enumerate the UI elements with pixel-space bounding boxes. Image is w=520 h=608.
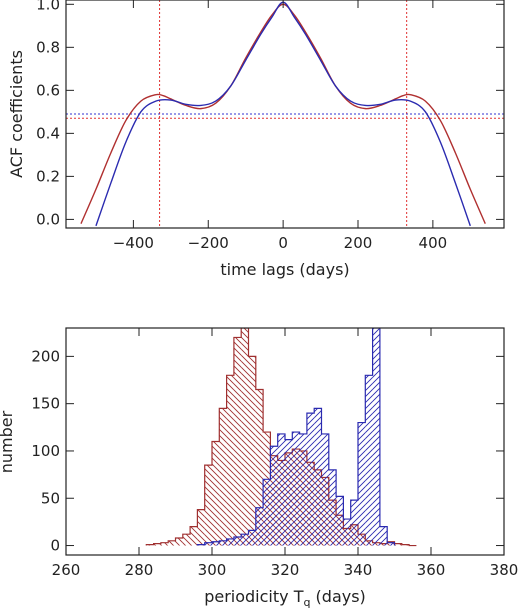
histogram-bar [219,540,227,546]
hist-ylabel: number [0,410,16,473]
hist-axes: 260 280 300 320 340 360 380 0 50 100 150 200 [31,328,518,579]
hist-plot-area [145,328,417,547]
y-tick-label: 0 [50,537,60,555]
histogram-bar [328,469,337,546]
y-tick-label: 150 [31,395,60,413]
histogram-bar [387,542,395,546]
y-tick-label: 100 [31,442,60,460]
x-tick-label: 300 [198,561,227,579]
histogram-bar [379,526,388,546]
y-tick-label: 50 [41,489,60,507]
histogram-bar [241,328,249,546]
hist-xlabel-main: periodicity T [204,587,303,606]
histogram-bar [394,543,402,546]
periodicity-histogram: 260 280 300 320 340 360 380 0 50 100 150 200 period… [0,327,518,608]
x-tick-label: 280 [125,561,154,579]
histogram-bar [292,432,300,546]
acf-plot-area [66,0,504,228]
acf-xlabel: time lags (days) [220,260,349,279]
histogram-bar [197,509,205,546]
x-tick-label: −200 [188,234,229,252]
histogram-bar [255,507,264,546]
histogram-bar [299,433,307,546]
y-tick-label: 0.8 [36,38,60,56]
histogram-bar [168,540,176,546]
histogram-bar [182,534,191,546]
acf-chart: −400 −200 0 200 400 0.0 0.2 0.4 0.6 0.8 1.0 time l… [7,0,505,279]
hist-xlabel: periodicity Tq (days) [204,587,366,608]
histogram-bar [226,375,234,546]
y-tick-label: 0.4 [36,124,60,142]
histogram-bar [212,541,220,546]
histogram-bar [350,500,358,546]
y-tick-label: 0.0 [36,210,60,228]
histogram-bar [255,389,264,546]
hist-xlabel-subscript: q [303,596,310,608]
histogram-bar [233,337,242,546]
histogram-bar [277,433,285,546]
histogram-bar [241,534,249,546]
x-tick-label: 360 [417,561,446,579]
acf-plot-frame [65,0,505,229]
x-tick-label: 0 [278,234,288,252]
histogram-bar [219,408,227,546]
histogram-bar [306,413,315,546]
y-tick-label: 200 [31,347,60,365]
x-tick-label: −400 [113,234,154,252]
x-tick-label: 340 [344,561,373,579]
histogram-bar [343,519,351,546]
y-tick-label: 1.0 [36,0,60,13]
histogram-bar [175,537,183,546]
histogram-bar [336,496,344,546]
histogram-bar [153,543,161,546]
x-tick-label: 320 [271,561,300,579]
histogram-bar [263,479,271,546]
histogram-bar [248,530,256,546]
histogram-outline-1 [196,328,396,546]
histogram-bar [365,375,373,546]
acf-ylabel: ACF coefficients [7,50,26,178]
x-tick-label: 260 [52,561,81,579]
histogram-bar [372,328,380,546]
histogram-bar [285,439,293,546]
histogram-bar [321,433,329,546]
y-tick-label: 0.6 [36,81,60,99]
hist-xlabel-suffix: (days) [310,587,365,606]
histogram-bar [190,526,198,546]
histogram-bar [212,441,220,546]
histogram-bar [226,538,234,546]
histogram-bar [233,537,242,546]
histogram-bar [160,542,169,546]
histogram-bar [248,356,256,546]
y-tick-label: 0.2 [36,167,60,185]
histogram-bar [314,408,322,546]
x-tick-label: 380 [490,561,519,579]
acf-axes: −400 −200 0 200 400 0.0 0.2 0.4 0.6 0.8 1.0 [36,0,504,252]
histogram-bar [204,542,212,546]
x-tick-label: 200 [344,234,373,252]
x-tick-label: 400 [419,234,448,252]
histogram-bar [358,422,366,546]
histogram-bar [270,446,278,546]
histogram-bar [204,465,212,546]
